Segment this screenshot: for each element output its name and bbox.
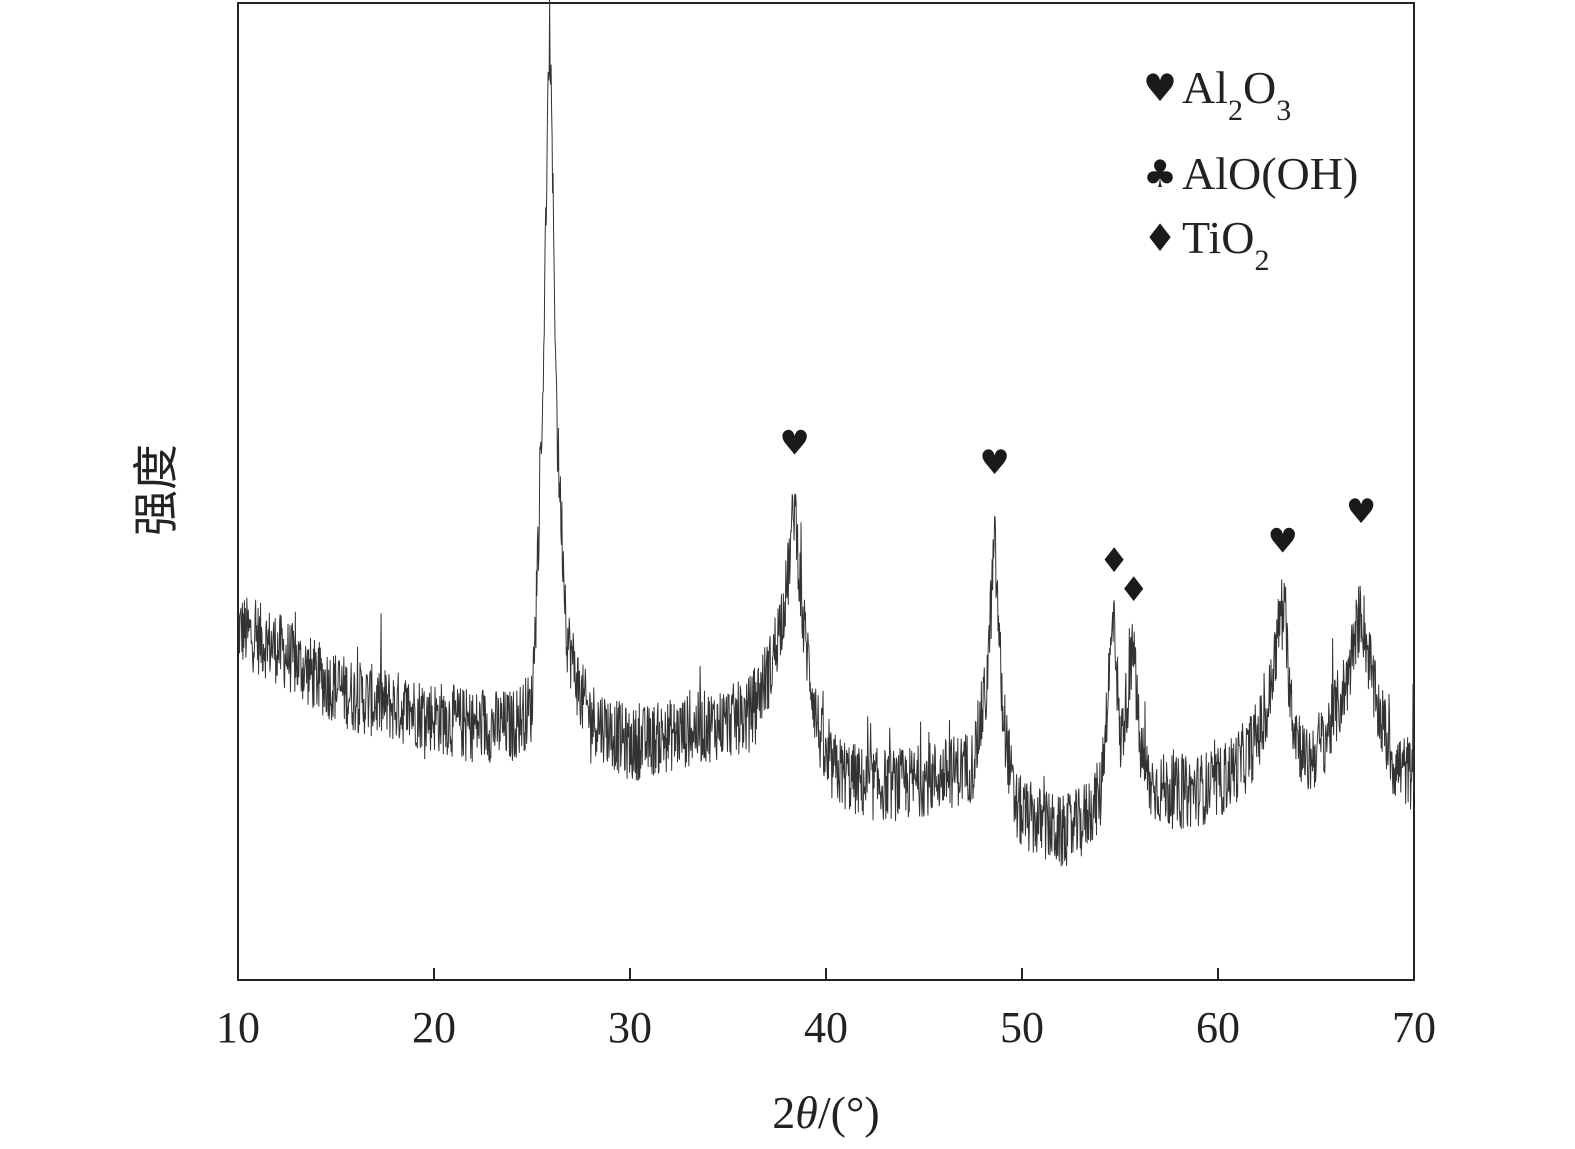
x-tick-label: 60 [1196,1003,1240,1052]
x-axis-title-suffix: /(°) [818,1087,880,1138]
x-axis-title-prefix: 2 [772,1087,795,1138]
diamond-marker: ♦ [1118,570,1148,610]
heart-marker: ♥ [1267,521,1297,561]
series-layer [237,0,1415,867]
legend-label: Al2O3 [1182,62,1291,127]
legend-club-icon: ♣ [1143,152,1177,196]
legend: ♥ Al2O3♣ AlO(OH)♦ TiO2 [1143,62,1358,277]
x-tick-label: 50 [1000,1003,1044,1052]
heart-marker: ♥ [979,443,1009,483]
diamond-marker: ♦ [1099,541,1129,581]
legend-label: TiO2 [1182,212,1269,277]
peak-markers: ♥♥♥♦♦♥♥ [534,0,1376,610]
heart-marker: ♥ [534,0,564,4]
x-tick-label: 30 [608,1003,652,1052]
x-axis-title: 2θ/(°) [772,1087,879,1138]
xrd-series-line [237,0,1415,867]
x-tick-label: 70 [1392,1003,1436,1052]
y-axis-title: 强度 [131,444,182,536]
heart-marker: ♥ [779,424,809,464]
legend-label: AlO(OH) [1182,148,1358,199]
x-tick-label: 10 [216,1003,260,1052]
x-axis-title-theta: θ [795,1087,818,1138]
heart-marker: ♥ [1346,492,1376,532]
legend-heart-icon: ♥ [1143,66,1177,110]
x-tick-label: 40 [804,1003,848,1052]
legend-diamond-icon: ♦ [1143,216,1177,260]
x-tick-label: 20 [412,1003,456,1052]
x-axis-ticks: 10 20 30 40 50 60 70 [216,968,1436,1052]
